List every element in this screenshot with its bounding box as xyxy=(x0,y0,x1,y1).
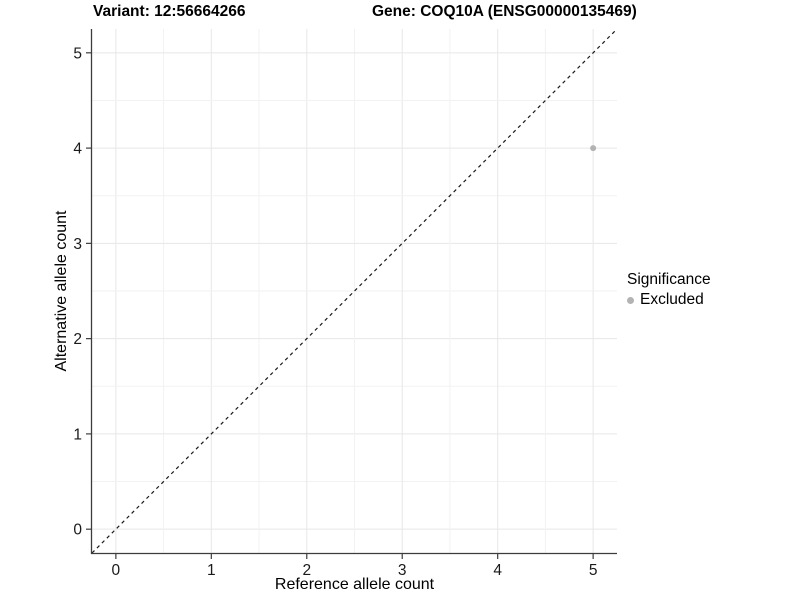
x-tick-label: 0 xyxy=(112,562,121,579)
identity-dashed-line xyxy=(91,28,618,554)
data-point-excluded xyxy=(590,145,597,152)
y-tick-label: 1 xyxy=(73,426,82,443)
legend-item-excluded: Excluded xyxy=(627,291,711,309)
y-tick-label: 3 xyxy=(73,236,82,253)
y-tick-label: 0 xyxy=(73,522,82,539)
x-tick-label: 3 xyxy=(398,562,407,579)
x-tick-label: 1 xyxy=(207,562,216,579)
x-tick-label: 4 xyxy=(493,562,502,579)
y-axis-title: Alternative allele count xyxy=(53,210,70,372)
y-tick-label: 5 xyxy=(73,45,82,62)
x-tick-label: 2 xyxy=(302,562,311,579)
y-tick-label: 2 xyxy=(73,331,82,348)
legend-point-icon xyxy=(627,296,634,304)
y-tick-label: 4 xyxy=(73,141,82,158)
plot-title-gene: Gene: COQ10A (ENSG00000135469) xyxy=(372,3,637,20)
legend-item-label: Excluded xyxy=(640,291,704,308)
x-tick-label: 5 xyxy=(589,562,598,579)
plot-title-variant: Variant: 12:56664266 xyxy=(93,3,246,20)
legend: Significance Excluded xyxy=(627,271,711,309)
x-axis-title: Reference allele count xyxy=(274,576,435,593)
legend-title: Significance xyxy=(627,271,711,288)
